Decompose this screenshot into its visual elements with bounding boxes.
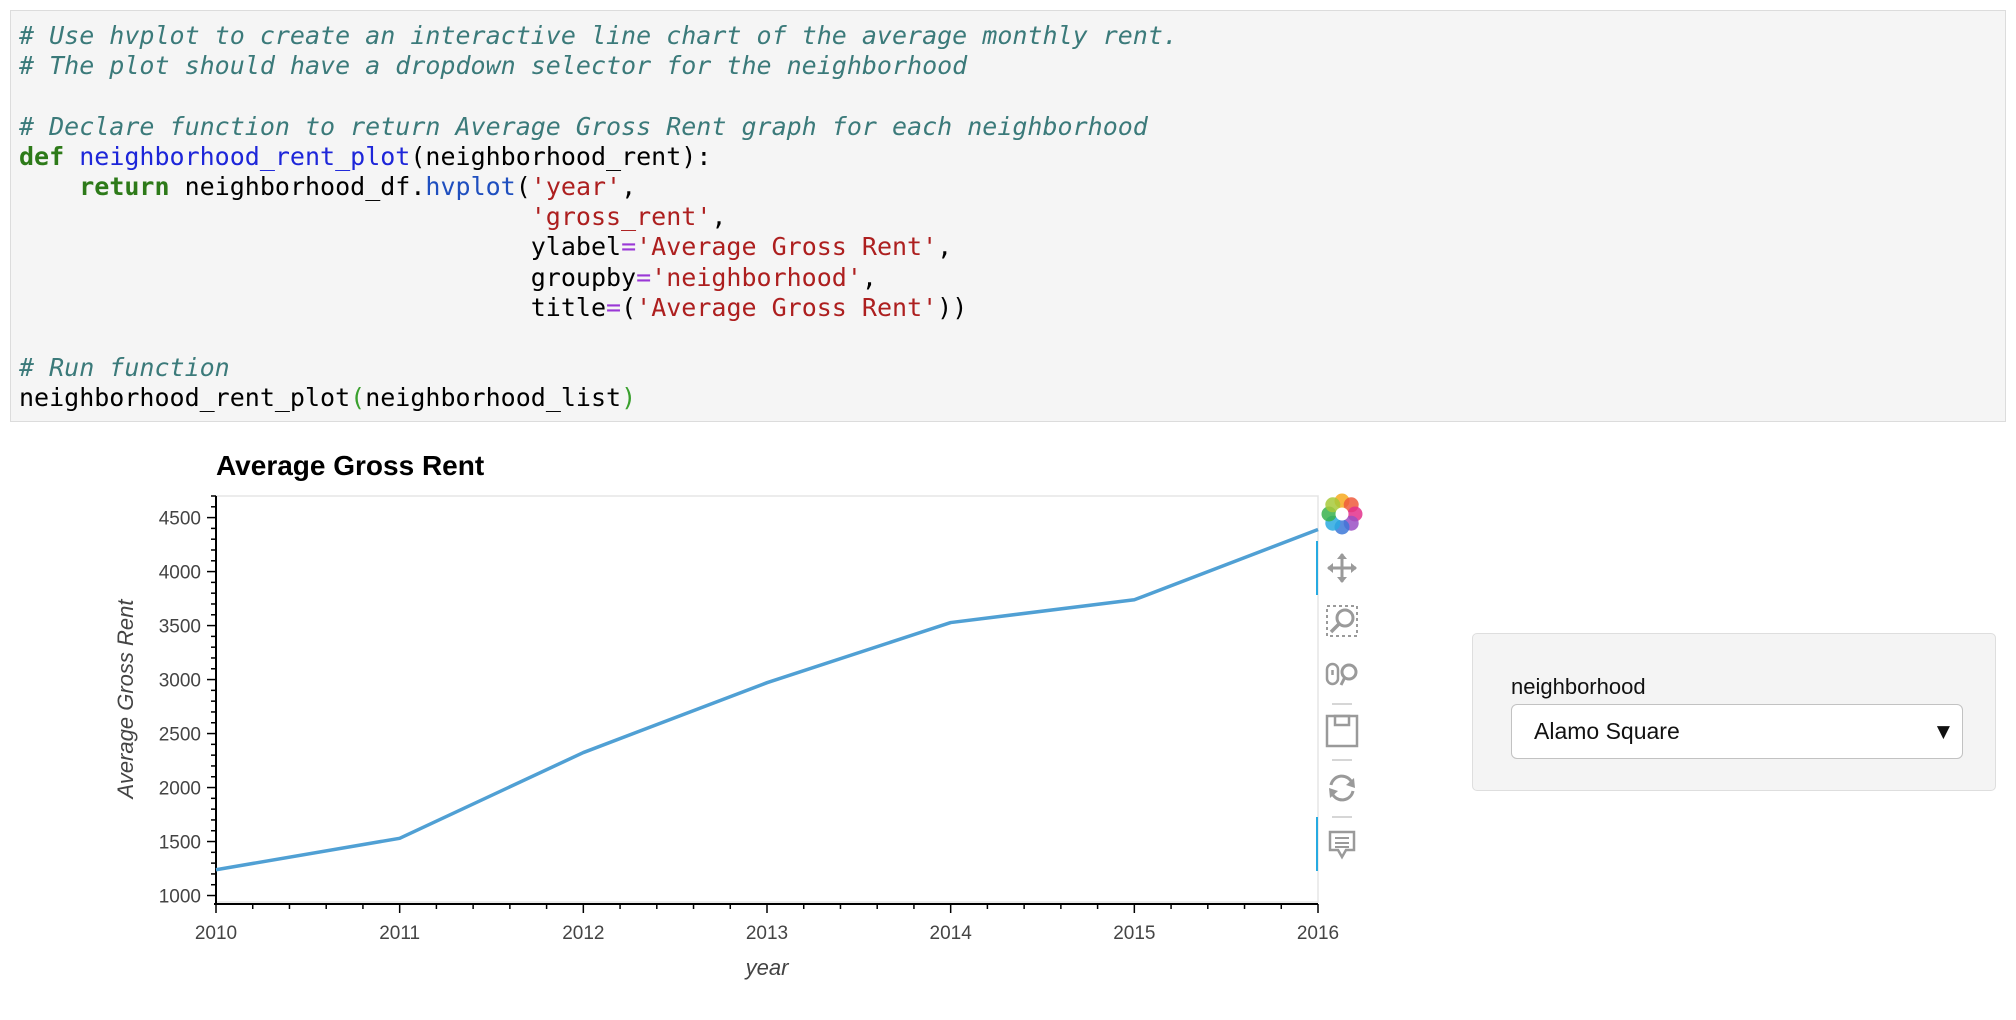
x-axis-label: year <box>744 955 790 980</box>
code-comment: # Declare function to return Average Gro… <box>19 111 1148 141</box>
code-df-name: neighborhood_df. <box>184 172 426 202</box>
y-tick-label: 4000 <box>159 563 201 584</box>
code-call-arg: neighborhood_list <box>365 383 622 413</box>
code-paren: ( <box>621 292 637 322</box>
data-point[interactable] <box>945 617 957 629</box>
x-tick-label: 2013 <box>746 923 788 944</box>
neighborhood-label: neighborhood <box>1511 674 1646 699</box>
code-cell[interactable]: # Use hvplot to create an interactive li… <box>10 10 2006 422</box>
code-kwarg: title <box>530 292 607 322</box>
bokeh-logo-icon[interactable] <box>1321 493 1363 535</box>
code-call-name: neighborhood_rent_plot <box>19 383 351 413</box>
y-tick-label: 3500 <box>159 617 201 638</box>
code-string: 'neighborhood' <box>651 262 862 292</box>
neighborhood-select-value: Alamo Square <box>1534 718 1680 744</box>
data-point[interactable] <box>577 747 589 759</box>
pan-icon[interactable] <box>1327 553 1357 583</box>
code-close-parens: )) <box>937 292 968 322</box>
reset-icon[interactable] <box>1329 774 1355 802</box>
code-comment: # Run function <box>19 353 230 383</box>
box-zoom-icon[interactable] <box>1326 605 1358 637</box>
code-method-name: hvplot <box>425 172 516 202</box>
code-operator: = <box>606 292 622 322</box>
y-tick-label: 4500 <box>159 509 201 530</box>
y-tick-label: 2500 <box>159 725 201 746</box>
code-keyword-def: def <box>19 141 65 171</box>
plot-frame[interactable] <box>215 495 1319 903</box>
hover-icon[interactable] <box>1328 830 1356 860</box>
plot-toolbar <box>1316 493 1363 871</box>
code-string: 'Average Gross Rent' <box>636 232 938 262</box>
code-operator: = <box>636 262 652 292</box>
y-axis-label: Average Gross Rent <box>113 599 138 801</box>
y-tick-label: 3000 <box>159 671 201 692</box>
code-function-params: (neighborhood_rent): <box>410 141 712 171</box>
code-comma: , <box>621 172 637 202</box>
chart-title: Average Gross Rent <box>216 450 484 481</box>
code-comma: , <box>711 202 727 232</box>
x-tick-label: 2016 <box>1297 923 1339 944</box>
code-string: 'year' <box>530 172 622 202</box>
code-paren: ) <box>621 383 637 413</box>
y-tick-label: 2000 <box>159 779 201 800</box>
x-tick-label: 2012 <box>562 923 604 944</box>
save-icon[interactable] <box>1325 714 1359 748</box>
code-paren: ( <box>350 383 366 413</box>
neighborhood-select[interactable]: Alamo Square ▼ <box>1511 704 1963 759</box>
code-string: 'Average Gross Rent' <box>636 292 938 322</box>
x-tick-label: 2014 <box>930 923 973 944</box>
code-function-name: neighborhood_rent_plot <box>79 141 411 171</box>
code-paren: ( <box>515 172 531 202</box>
y-tick-label: 1000 <box>159 887 201 908</box>
code-comma: , <box>861 262 877 292</box>
x-tick-label: 2010 <box>195 923 237 944</box>
x-tick-label: 2011 <box>379 923 420 944</box>
code-block[interactable]: # Use hvplot to create an interactive li… <box>19 21 2005 414</box>
code-comment: # The plot should have a dropdown select… <box>19 51 968 81</box>
y-tick-label: 1500 <box>159 833 201 854</box>
data-point[interactable] <box>210 864 222 876</box>
line-chart[interactable]: Average Gross Rent 1000 1500 2000 2500 3000 3… <box>0 440 1380 1000</box>
data-point[interactable] <box>1312 523 1324 535</box>
plot-output: Average Gross Rent 1000 1500 2000 2500 3000 3… <box>0 440 1380 1000</box>
toolbar-active-indicator <box>1316 541 1318 595</box>
x-tick-label: 2015 <box>1113 923 1155 944</box>
toolbar-active-indicator <box>1316 817 1318 871</box>
code-comma: , <box>937 232 953 262</box>
code-keyword-return: return <box>79 172 170 202</box>
code-comment: # Use hvplot to create an interactive li… <box>19 21 1178 50</box>
series-line[interactable] <box>215 527 1319 872</box>
data-point[interactable] <box>1128 594 1140 606</box>
code-kwarg: groupby <box>530 262 637 292</box>
code-kwarg: ylabel <box>530 232 622 262</box>
wheel-zoom-icon[interactable] <box>1325 662 1358 686</box>
data-point[interactable] <box>761 677 773 689</box>
code-operator: = <box>621 232 637 262</box>
widget-panel: neighborhood Alamo Square ▼ <box>1472 633 1996 791</box>
code-string: 'gross_rent' <box>530 202 712 232</box>
chevron-down-icon: ▼ <box>1936 722 1950 742</box>
data-point[interactable] <box>394 832 406 844</box>
